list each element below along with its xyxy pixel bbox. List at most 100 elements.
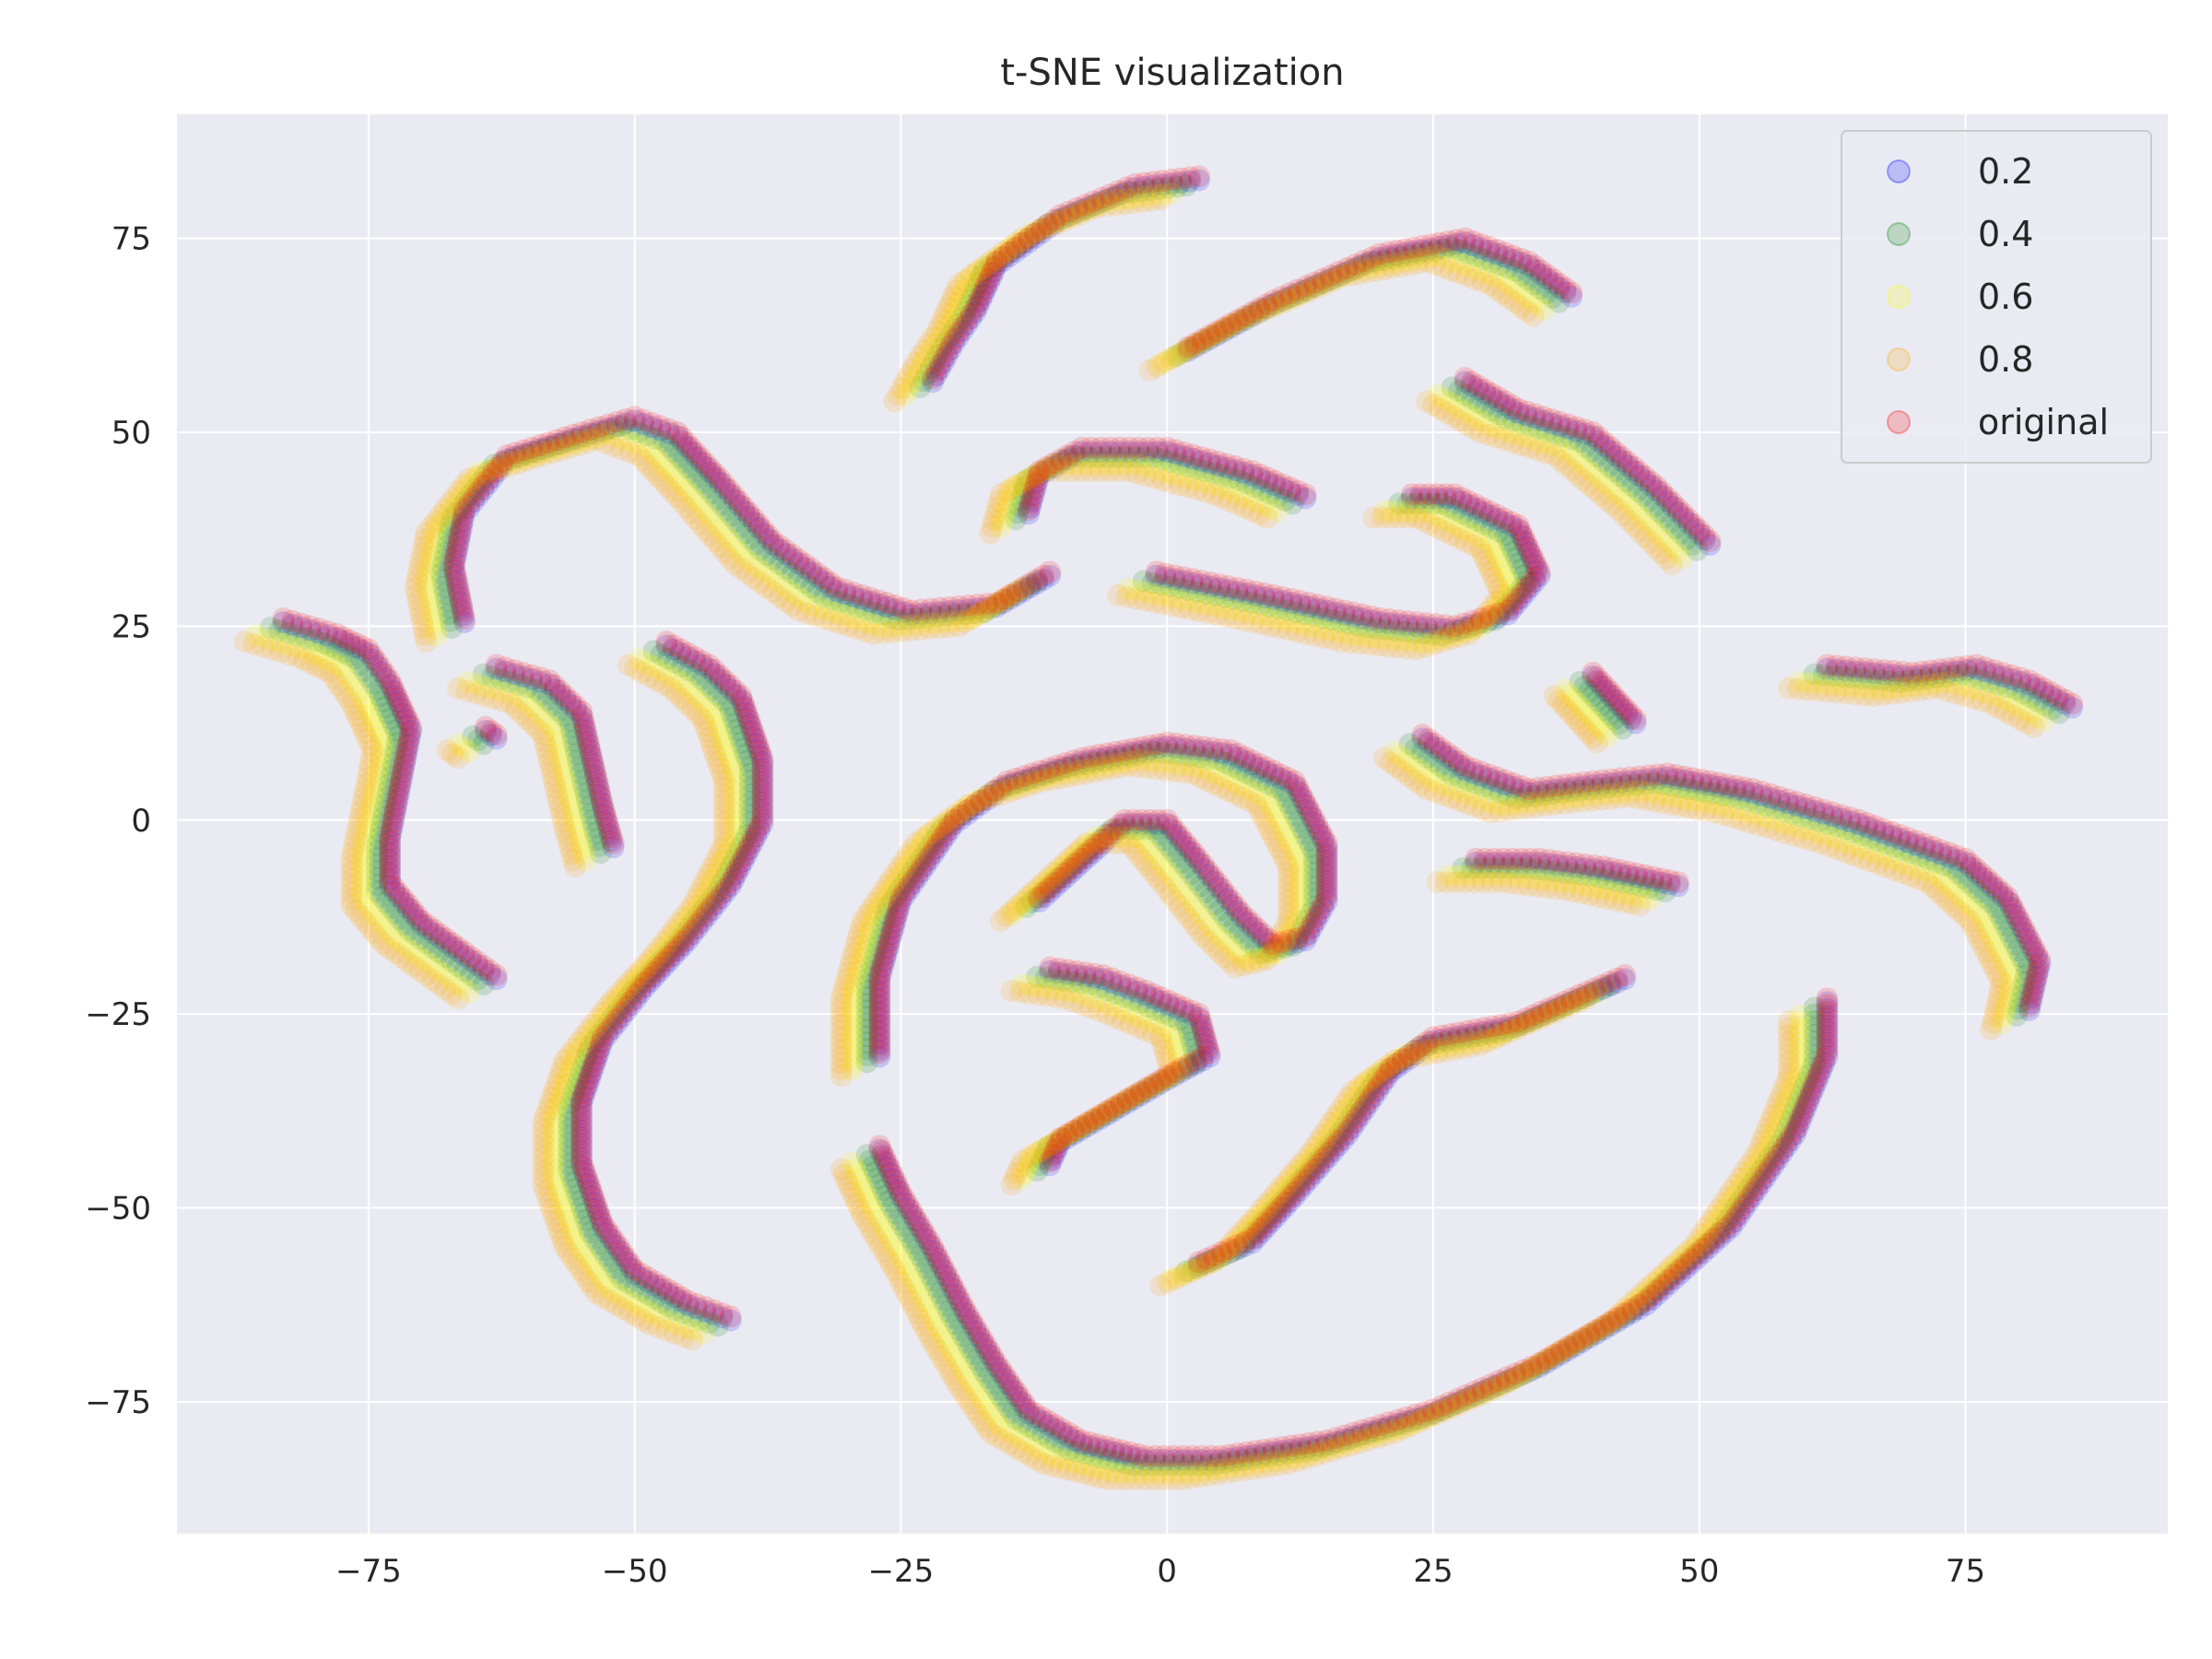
point bbox=[1720, 1216, 1743, 1239]
point bbox=[463, 490, 486, 513]
point bbox=[1253, 586, 1276, 609]
point bbox=[558, 710, 581, 733]
point bbox=[1777, 1010, 1800, 1033]
point bbox=[1160, 818, 1183, 841]
point bbox=[665, 425, 688, 448]
point bbox=[1406, 242, 1430, 265]
point bbox=[751, 764, 774, 787]
point bbox=[667, 939, 690, 962]
point bbox=[1677, 512, 1700, 535]
point bbox=[1430, 1398, 1453, 1421]
point bbox=[673, 923, 696, 946]
point bbox=[2025, 946, 2048, 969]
point bbox=[1375, 1067, 1398, 1090]
point bbox=[570, 1112, 593, 1135]
point bbox=[383, 685, 406, 708]
point bbox=[994, 1367, 1017, 1390]
point bbox=[976, 788, 999, 811]
point bbox=[619, 994, 642, 1017]
point bbox=[386, 690, 409, 713]
point bbox=[619, 418, 642, 441]
point bbox=[1145, 564, 1168, 587]
point bbox=[781, 562, 804, 585]
point bbox=[558, 1146, 581, 1169]
point bbox=[1637, 768, 1660, 791]
point bbox=[1070, 750, 1093, 773]
point bbox=[1049, 871, 1072, 894]
point bbox=[1185, 333, 1208, 356]
point bbox=[1488, 1373, 1511, 1396]
point bbox=[369, 684, 392, 707]
point bbox=[1377, 1415, 1400, 1438]
point bbox=[1547, 290, 1571, 313]
point bbox=[490, 454, 513, 477]
point bbox=[1469, 764, 1492, 787]
point bbox=[1665, 517, 1688, 540]
point bbox=[872, 955, 895, 978]
point bbox=[1665, 768, 1688, 791]
point bbox=[876, 942, 899, 965]
point bbox=[733, 500, 756, 523]
point bbox=[1024, 477, 1047, 500]
point bbox=[1594, 699, 1618, 722]
point bbox=[1233, 309, 1256, 332]
point bbox=[934, 1264, 957, 1287]
point bbox=[1286, 931, 1309, 954]
point bbox=[1057, 445, 1080, 468]
point bbox=[1457, 242, 1480, 265]
point bbox=[736, 707, 759, 730]
point bbox=[1303, 275, 1326, 298]
point bbox=[1278, 286, 1301, 309]
point bbox=[1339, 259, 1362, 282]
point bbox=[813, 571, 836, 594]
point bbox=[1206, 454, 1230, 477]
point bbox=[1352, 253, 1375, 276]
point bbox=[1331, 263, 1354, 286]
point bbox=[1030, 1409, 1053, 1432]
point bbox=[1163, 568, 1186, 591]
point bbox=[668, 928, 691, 951]
point bbox=[286, 624, 309, 647]
point bbox=[1308, 1157, 1331, 1180]
point bbox=[951, 306, 974, 329]
point bbox=[1023, 222, 1046, 245]
point bbox=[1203, 1248, 1226, 1271]
point bbox=[1430, 492, 1453, 515]
point bbox=[1279, 1438, 1302, 1461]
point bbox=[1170, 1061, 1193, 1084]
point bbox=[982, 783, 1006, 806]
point bbox=[710, 874, 733, 897]
point bbox=[1100, 971, 1124, 994]
point bbox=[680, 441, 703, 464]
point bbox=[1746, 1179, 1769, 1202]
point bbox=[592, 1030, 615, 1053]
point bbox=[380, 821, 403, 844]
point bbox=[709, 471, 732, 494]
point bbox=[1996, 890, 2019, 913]
point bbox=[1020, 766, 1043, 789]
point bbox=[1959, 856, 1983, 879]
point bbox=[1497, 529, 1520, 552]
point bbox=[761, 548, 784, 571]
point bbox=[1582, 773, 1605, 796]
point bbox=[529, 670, 552, 693]
point bbox=[1023, 226, 1046, 249]
point bbox=[410, 927, 433, 950]
point bbox=[1018, 1402, 1041, 1425]
point bbox=[1185, 457, 1208, 480]
point bbox=[1349, 1104, 1372, 1127]
point bbox=[719, 855, 742, 878]
point bbox=[1198, 1045, 1221, 1068]
point bbox=[357, 665, 380, 688]
point bbox=[1369, 611, 1392, 634]
point bbox=[1991, 665, 2014, 688]
point bbox=[1246, 921, 1269, 944]
point bbox=[1228, 469, 1251, 492]
point bbox=[1194, 460, 1217, 483]
point bbox=[1672, 506, 1695, 529]
point bbox=[1462, 234, 1485, 257]
point bbox=[909, 376, 932, 399]
plot-area bbox=[177, 114, 2168, 1534]
point bbox=[924, 364, 947, 387]
point bbox=[1371, 1073, 1394, 1096]
